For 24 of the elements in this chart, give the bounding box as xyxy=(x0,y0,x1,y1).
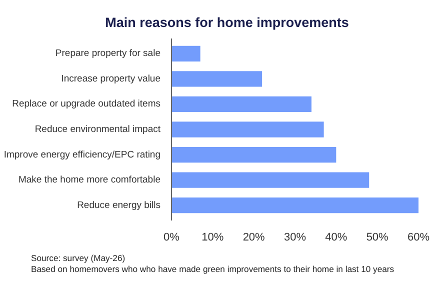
bar xyxy=(172,71,262,87)
chart-title: Main reasons for home improvements xyxy=(105,14,349,32)
y-tick-label: Reduce energy bills xyxy=(77,200,161,211)
x-tick-label: 40% xyxy=(325,232,348,244)
y-tick-label: Reduce environmental impact xyxy=(34,124,161,135)
bar xyxy=(172,197,418,214)
bar xyxy=(172,122,324,138)
x-tick-label: 60% xyxy=(407,232,430,244)
x-tick-label: 20% xyxy=(242,232,266,244)
x-tick-label: 50% xyxy=(366,232,389,244)
y-tick-label: Improve energy efficiency/EPC rating xyxy=(4,149,161,160)
bar xyxy=(172,172,370,188)
y-tick-label: Prepare property for sale xyxy=(55,48,161,60)
bar xyxy=(172,146,336,163)
y-tick-label: Increase property value xyxy=(61,73,161,84)
source-note: Source: survey (May-26) xyxy=(31,253,126,263)
x-tick-label: 30% xyxy=(284,232,306,244)
x-tick-label: 0% xyxy=(164,232,180,244)
y-tick-label: Make the home more comfortable xyxy=(18,174,161,186)
y-tick-label: Replace or upgrade outdated items xyxy=(12,98,161,110)
bar xyxy=(172,96,312,112)
text: Based on homemovers who who have made green improvements to their home in last 10 years xyxy=(31,264,394,274)
x-tick-label: 10% xyxy=(202,232,224,244)
bar xyxy=(172,46,200,62)
